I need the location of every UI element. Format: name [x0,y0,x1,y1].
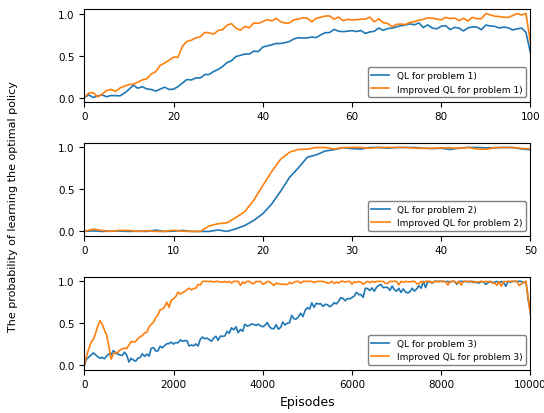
QL for problem 2) [527,148,534,153]
Improved QL for problem 2) [313,146,319,151]
Improved QL for problem 2) [179,229,186,234]
Line: Improved QL for problem 2): Improved QL for problem 2) [84,148,530,232]
Improved QL for problem 3) [246,279,252,284]
Improved QL for problem 3) [83,354,90,358]
QL for problem 1) [420,26,426,31]
QL for problem 1) [193,76,199,81]
QL for problem 3) [121,350,128,355]
Improved QL for problem 1) [81,96,88,101]
QL for problem 1) [286,40,293,45]
Improved QL for problem 3) [270,283,277,288]
QL for problem 2) [179,228,186,233]
Improved QL for problem 1) [349,18,355,23]
QL for problem 2) [224,229,230,234]
QL for problem 2) [385,146,391,151]
Improved QL for problem 2) [81,229,88,234]
QL for problem 2) [81,229,88,234]
Improved QL for problem 1) [286,21,293,26]
QL for problem 1) [393,25,400,30]
Improved QL for problem 2) [385,146,391,151]
Improved QL for problem 2) [224,221,230,226]
Improved QL for problem 3) [121,346,128,351]
Improved QL for problem 3) [81,363,88,368]
Improved QL for problem 3) [527,311,534,316]
X-axis label: Episodes: Episodes [280,395,335,408]
Improved QL for problem 1) [527,41,534,46]
QL for problem 3) [83,357,90,362]
QL for problem 1) [527,51,534,56]
Improved QL for problem 2) [215,222,221,227]
Line: QL for problem 3): QL for problem 3) [84,282,530,366]
Improved QL for problem 3) [199,279,206,284]
Improved QL for problem 1) [193,36,199,41]
Text: The probability of learning the optimal policy: The probability of learning the optimal … [8,81,18,332]
Improved QL for problem 2) [527,147,534,152]
QL for problem 2) [518,147,525,152]
Line: QL for problem 1): QL for problem 1) [84,24,530,98]
Improved QL for problem 1) [416,19,422,24]
QL for problem 3) [420,279,426,284]
QL for problem 2) [411,146,418,151]
Improved QL for problem 2) [518,147,525,152]
Legend: QL for problem 3), Improved QL for problem 3): QL for problem 3), Improved QL for probl… [368,335,526,365]
Improved QL for problem 1) [483,12,489,17]
Line: Improved QL for problem 1): Improved QL for problem 1) [84,14,530,98]
QL for problem 3) [244,324,250,329]
QL for problem 3) [527,311,534,316]
QL for problem 1) [349,29,355,34]
Improved QL for problem 1) [112,90,119,95]
QL for problem 3) [81,363,88,368]
QL for problem 2) [367,146,373,151]
Line: Improved QL for problem 3): Improved QL for problem 3) [84,282,530,366]
QL for problem 1) [81,96,88,101]
Line: QL for problem 2): QL for problem 2) [84,148,530,232]
QL for problem 1) [416,21,422,26]
QL for problem 3) [268,326,275,331]
QL for problem 3) [491,280,498,285]
QL for problem 3) [322,302,329,307]
Legend: QL for problem 1), Improved QL for problem 1): QL for problem 1), Improved QL for probl… [368,68,526,98]
Improved QL for problem 3) [324,281,331,286]
Improved QL for problem 3) [491,281,498,286]
Improved QL for problem 2) [411,146,418,151]
QL for problem 1) [112,94,119,99]
Improved QL for problem 1) [393,23,400,28]
QL for problem 2) [215,228,221,233]
Legend: QL for problem 2), Improved QL for problem 2): QL for problem 2), Improved QL for probl… [368,202,526,232]
